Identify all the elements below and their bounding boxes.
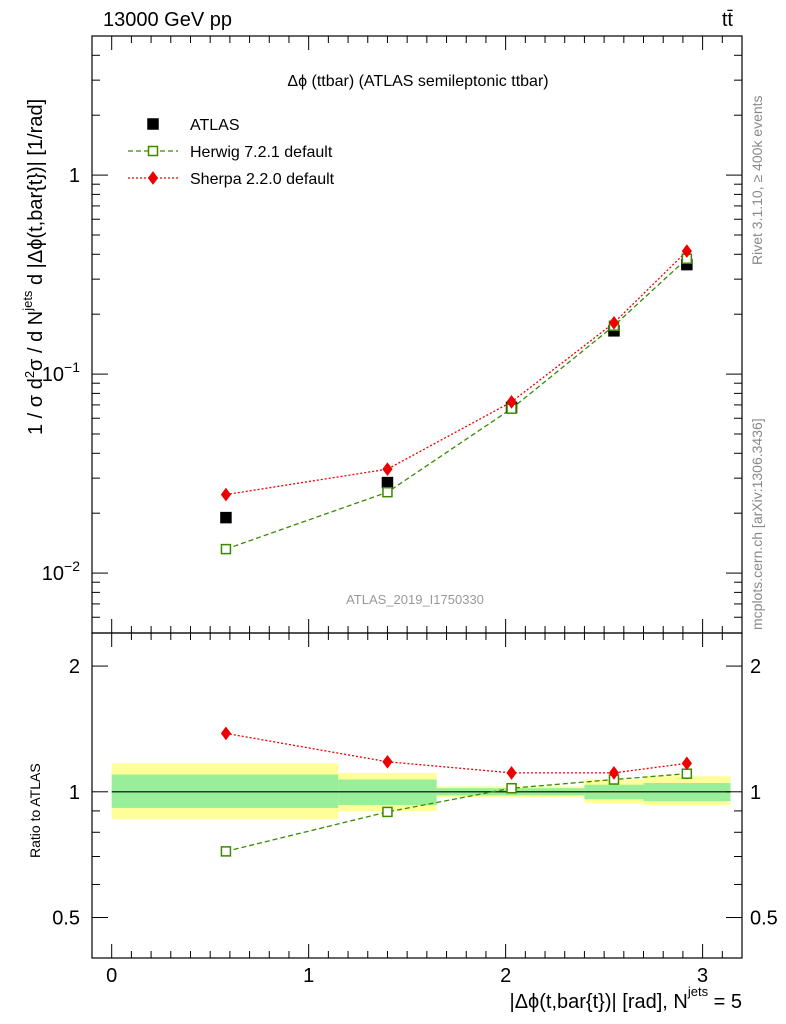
ratio-sherpa-point <box>608 766 620 780</box>
ratio-y-tick-label: 1 <box>69 782 80 804</box>
ratio-herwig-point <box>382 806 393 818</box>
sherpa-point <box>608 315 620 330</box>
y-tick-label: 10−2 <box>42 558 80 585</box>
rivet-info-text: Rivet 3.1.10, ≥ 400k events <box>749 95 765 265</box>
header-process-label: tt̄ <box>722 9 734 31</box>
ratio-sherpa-point <box>382 754 393 769</box>
legend-label: Sherpa 2.2.0 default <box>190 171 335 188</box>
herwig-point <box>220 543 232 555</box>
ratio-sherpa-point <box>506 766 517 780</box>
x-tick-label: 2 <box>500 965 511 987</box>
legend: ATLAS Herwig 7.2.1 default Sherpa 2.2.0 de… <box>128 117 335 188</box>
ratio-y-tick-label: 0.5 <box>52 908 80 930</box>
ratio-sherpa-point <box>220 726 232 741</box>
y-axis-label: 1 / σ d2σ / d Njets d |Δϕ(t,bar{t})| [1/… <box>20 99 47 435</box>
legend-label: Herwig 7.2.1 default <box>190 144 333 161</box>
ratio-herwig-point <box>220 846 232 857</box>
header-energy-label: 13000 GeV pp <box>103 9 232 31</box>
y-tick-label: 1 <box>69 165 80 187</box>
x-tick-label: 3 <box>697 965 708 987</box>
y-tick-label: 10−1 <box>42 359 80 386</box>
herwig-line <box>225 258 688 550</box>
ratio-y-tick-label-right: 0.5 <box>750 908 778 930</box>
legend-atlas-marker <box>147 118 159 130</box>
legend-sherpa-marker <box>147 171 159 185</box>
ratio-herwig-point <box>506 782 517 794</box>
sherpa-point <box>681 244 692 258</box>
sherpa-line <box>225 250 688 496</box>
atlas-point <box>220 511 232 524</box>
sherpa-point <box>382 462 393 476</box>
x-axis-label: |Δϕ(t,bar{t})| [rad], Njets = 5 <box>510 984 743 1013</box>
atlas-point <box>381 476 394 489</box>
ratio-y-tick-label: 2 <box>69 656 80 678</box>
ratio-frame-border <box>91 632 743 959</box>
ratio-y-tick-label-right: 1 <box>750 782 761 804</box>
x-tick-label: 1 <box>303 965 314 987</box>
ratio-y-tick-label-right: 2 <box>750 656 761 678</box>
legend-herwig-marker <box>147 145 159 157</box>
sherpa-point <box>220 487 232 502</box>
legend-label: ATLAS <box>190 117 240 134</box>
herwig-point <box>382 486 393 498</box>
ratio-sherpa-point <box>681 756 692 771</box>
chart-title: Δϕ (ttbar) (ATLAS semileptonic ttbar) <box>287 73 548 90</box>
analysis-watermark: ATLAS_2019_I1750330 <box>346 592 484 607</box>
mcplots-info-text: mcplots.cern.ch [arXiv:1306.3436] <box>749 418 765 630</box>
ratio-herwig-point <box>681 768 693 779</box>
ratio-plot-area <box>91 632 743 959</box>
sherpa-point <box>506 395 517 409</box>
x-tick-label: 0 <box>106 965 117 987</box>
ratio-y-axis-label: Ratio to ATLAS <box>27 763 43 858</box>
